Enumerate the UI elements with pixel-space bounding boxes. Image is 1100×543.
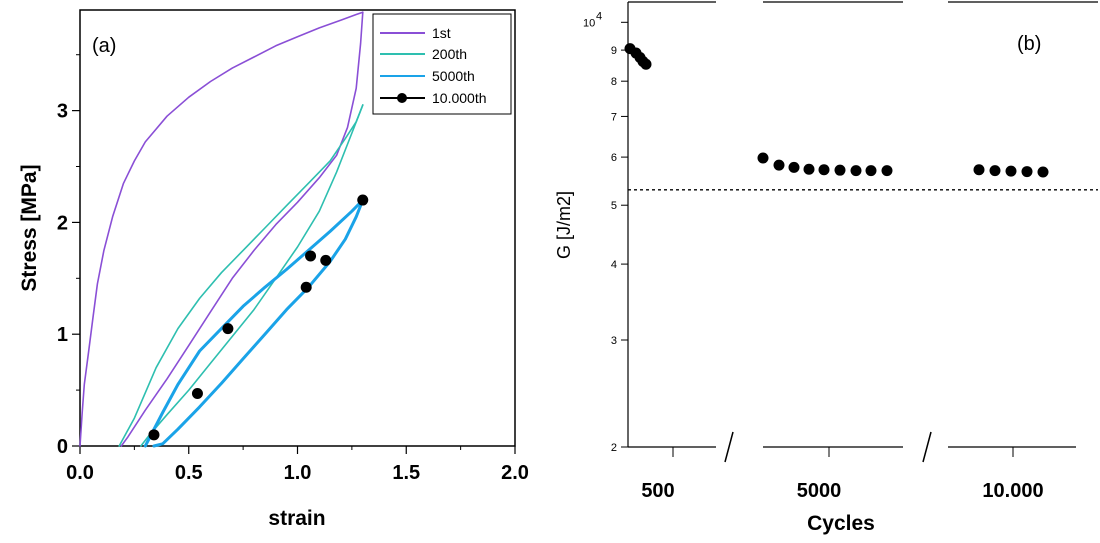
data-point-5000 xyxy=(788,161,800,173)
legend-label-10000th: 10.000th xyxy=(432,90,487,106)
panel-b-frame-segments xyxy=(628,1,1098,448)
data-point-5000 xyxy=(773,159,785,171)
panel-a-stress-strain: 0.0 0.5 1.0 1.5 2.0 0 1 2 3 (a) strain Stress [M… xyxy=(18,9,529,530)
legend-label-1st: 1st xyxy=(432,25,451,41)
data-point-5000 xyxy=(803,163,815,175)
panel-b-x-ticks xyxy=(672,447,1014,457)
x-category-label-10000: 10.000 xyxy=(982,480,1043,502)
panel-b-y-tick-label: 3 xyxy=(611,335,617,347)
x-category-label-500: 500 xyxy=(641,480,674,502)
panel-a-ticks: 0.0 0.5 1.0 1.5 2.0 0 1 2 3 xyxy=(57,54,529,484)
x-category-label-5000: 5000 xyxy=(797,480,842,502)
panel-b-y-tick-label: 6 xyxy=(611,152,617,164)
series-10000th-marker xyxy=(222,323,234,335)
data-point-500 xyxy=(640,58,652,70)
series-1st-unloading-curve xyxy=(120,11,364,447)
panel-b-y-tick-label: 5 xyxy=(611,200,617,212)
panel-a-legend: 1st 200th 5000th 10.000th xyxy=(372,13,512,115)
data-point-10000 xyxy=(1037,166,1049,178)
data-point-10000 xyxy=(1005,165,1017,177)
data-point-10000 xyxy=(973,164,985,176)
panel-a-x-tick-label: 2.0 xyxy=(501,462,529,484)
data-point-10000 xyxy=(989,165,1001,177)
axis-break-mark-2 xyxy=(922,431,932,463)
panel-a-y-axis-title: Stress [MPa] xyxy=(18,164,41,291)
legend-label-5000th: 5000th xyxy=(432,68,475,84)
panel-b-y-axis-title: G [J/m2] xyxy=(554,191,574,259)
legend-marker-10000th xyxy=(397,93,407,103)
panel-b-y-tick-label: 9 xyxy=(611,45,617,57)
panel-a-x-tick-label: 1.0 xyxy=(284,462,312,484)
panel-a-y-tick-label: 2 xyxy=(57,212,68,234)
panel-b-label: (b) xyxy=(1017,33,1041,55)
data-point-5000 xyxy=(850,165,862,177)
panel-a-y-tick-label: 3 xyxy=(57,101,68,123)
panel-a-x-axis-title: strain xyxy=(268,507,325,530)
panel-a-series xyxy=(79,11,369,448)
series-10000th-marker xyxy=(357,194,369,206)
panel-b-y-tick-label: 7 xyxy=(611,111,617,123)
panel-b-data-points xyxy=(624,43,1049,178)
data-point-10000 xyxy=(1021,166,1033,178)
panel-b-y-tick-label: 4 xyxy=(611,259,617,271)
panel-a-x-tick-label: 0.5 xyxy=(175,462,203,484)
series-5000th-unloading-curve xyxy=(152,198,365,448)
data-point-5000 xyxy=(881,165,893,177)
data-point-5000 xyxy=(865,165,877,177)
panel-a-x-tick-label: 0.0 xyxy=(66,462,94,484)
data-point-5000 xyxy=(757,152,769,164)
series-10000th-marker xyxy=(305,250,317,262)
legend-label-200th: 200th xyxy=(432,46,467,62)
panel-b-y-tick-label: 2 xyxy=(611,442,617,454)
panel-a-y-tick-label: 0 xyxy=(57,436,68,458)
series-10000th-marker xyxy=(191,387,203,399)
data-point-5000 xyxy=(818,164,830,176)
data-point-5000 xyxy=(834,164,846,176)
series-5000th-loading-curve xyxy=(143,198,365,448)
panel-a-label: (a) xyxy=(92,35,116,57)
series-10000th-marker xyxy=(320,254,332,266)
axis-break-mark-1 xyxy=(724,431,734,463)
series-10000th-marker xyxy=(148,429,160,441)
series-200th-unloading-curve xyxy=(140,104,364,447)
panel-a-x-tick-label: 1.5 xyxy=(392,462,420,484)
panel-b-y-tick-label: 10 xyxy=(583,17,595,29)
series-1st-loading-curve xyxy=(79,11,364,447)
panel-a-y-tick-label: 1 xyxy=(57,324,68,346)
series-10000th-marker xyxy=(300,281,312,293)
series-200th-loading-curve xyxy=(118,104,364,447)
panel-b-y-exponent: 4 xyxy=(596,10,602,22)
panel-b-y-tick-label: 8 xyxy=(611,76,617,88)
panel-b-x-axis-title: Cycles xyxy=(807,512,875,535)
